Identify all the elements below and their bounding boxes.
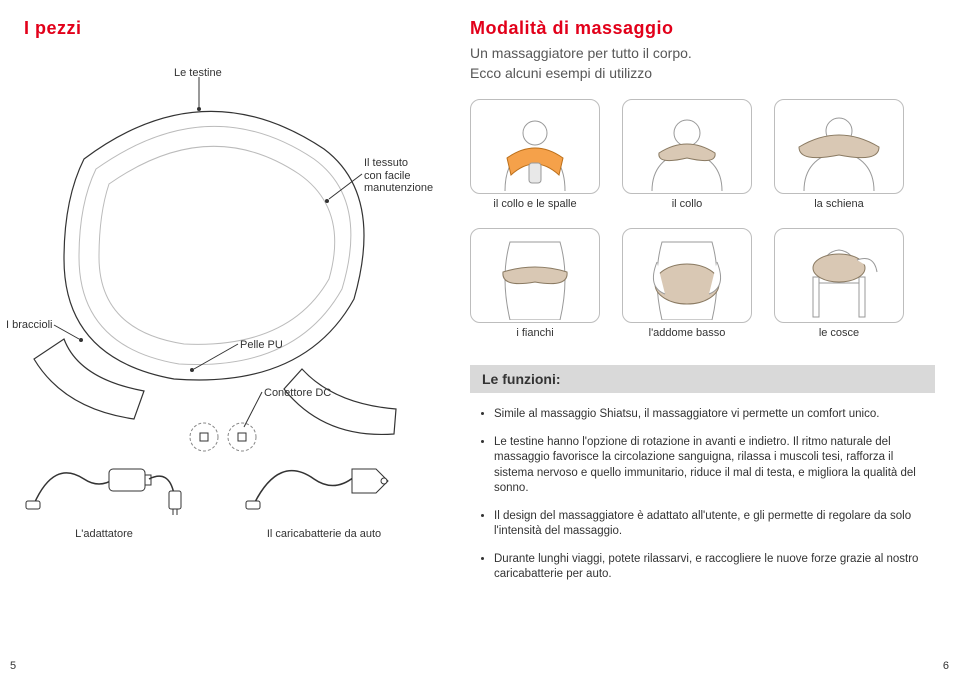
neck-shoulders-icon <box>475 103 595 191</box>
cap-1-2: le cosce <box>774 327 904 339</box>
label-tessuto: Il tessuto con facile manutenzione <box>364 157 433 195</box>
page-num-left: 5 <box>10 660 16 672</box>
left-heading: I pezzi <box>24 18 450 39</box>
sub2: Ecco alcuni esempi di utilizzo <box>470 65 935 81</box>
usage-back: la schiena <box>774 99 904 210</box>
usage-hips: i fianchi <box>470 228 600 339</box>
list-item: Le testine hanno l'opzione di rotazione … <box>494 435 935 497</box>
label-braccioli: I braccioli <box>6 319 52 331</box>
list-item: Il design del massaggiatore è adattato a… <box>494 509 935 540</box>
cap-1-0: i fianchi <box>470 327 600 339</box>
label-pelle: Pelle PU <box>240 339 283 351</box>
thighs-icon <box>779 232 899 320</box>
usage-neck: il collo <box>622 99 752 210</box>
cap-1-1: l'addome basso <box>622 327 752 339</box>
neck-icon <box>627 103 747 191</box>
functions-list: Simile al massaggio Shiatsu, il massaggi… <box>470 407 935 583</box>
usage-row-2: i fianchi l'addome basso <box>470 228 935 339</box>
label-testine: Le testine <box>174 67 222 79</box>
left-page: I pezzi Le testine Il tessuto con facile… <box>0 0 460 682</box>
abdomen-icon <box>627 232 747 320</box>
hips-icon <box>475 232 595 320</box>
sub1: Un massaggiatore per tutto il corpo. <box>470 45 935 61</box>
cap-0-2: la schiena <box>774 198 904 210</box>
functions-header: Le funzioni: <box>470 365 935 393</box>
list-item: Simile al massaggio Shiatsu, il massaggi… <box>494 407 935 423</box>
device-diagram: Le testine Il tessuto con facile manuten… <box>24 39 444 469</box>
list-item: Durante lunghi viaggi, potete rilassarvi… <box>494 552 935 583</box>
right-heading: Modalità di massaggio <box>470 18 935 39</box>
cap-0-0: il collo e le spalle <box>470 198 600 210</box>
page-num-right: 6 <box>943 660 949 672</box>
device-svg <box>24 39 444 469</box>
label-conettore: Conettore DC <box>264 387 331 399</box>
back-icon <box>779 103 899 191</box>
usage-neck-shoulders: il collo e le spalle <box>470 99 600 210</box>
cap-0-1: il collo <box>622 198 752 210</box>
usage-abdomen: l'addome basso <box>622 228 752 339</box>
adapter-caption: L'adattatore <box>24 528 184 540</box>
page-spread: I pezzi Le testine Il tessuto con facile… <box>0 0 959 682</box>
car-charger-caption: Il caricabatterie da auto <box>244 528 404 540</box>
usage-row-1: il collo e le spalle il collo <box>470 99 935 210</box>
usage-thighs: le cosce <box>774 228 904 339</box>
right-page: Modalità di massaggio Un massaggiatore p… <box>460 0 959 682</box>
